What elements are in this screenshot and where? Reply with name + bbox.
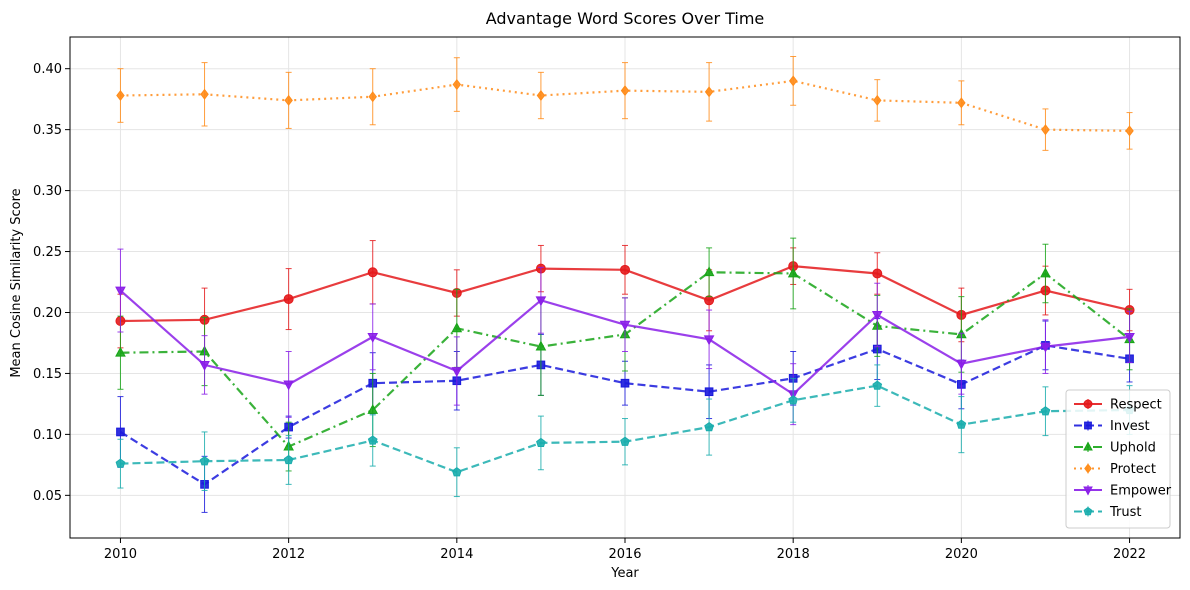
data-point-trust	[1040, 406, 1051, 416]
legend-marker-uphold	[1083, 441, 1093, 451]
data-point-protect	[704, 86, 714, 98]
x-tick-label: 2012	[272, 547, 305, 562]
data-point-empower	[451, 367, 463, 378]
data-point-trust	[199, 456, 210, 466]
y-tick-label: 0.25	[33, 245, 62, 260]
data-point-uphold	[367, 404, 379, 414]
data-point-trust	[451, 467, 462, 477]
legend-marker-trust	[1083, 506, 1093, 516]
data-point-respect	[367, 267, 378, 278]
data-point-empower	[1124, 332, 1135, 343]
legend-item-protect: Protect	[1074, 462, 1156, 477]
data-point-respect	[283, 294, 294, 305]
data-point-trust	[283, 454, 294, 465]
legend-marker-protect	[1084, 463, 1092, 474]
data-point-protect	[620, 85, 630, 97]
data-point-trust	[536, 437, 546, 448]
y-tick-label: 0.35	[33, 123, 62, 138]
data-point-respect	[872, 268, 883, 279]
legend-item-uphold: Uphold	[1074, 441, 1156, 456]
data-point-empower	[535, 296, 547, 307]
data-point-respect	[620, 264, 630, 275]
legend-label-empower: Empower	[1110, 484, 1172, 499]
legend-label-invest: Invest	[1110, 419, 1150, 434]
y-tick-label: 0.05	[33, 489, 62, 504]
y-tick-label: 0.10	[33, 428, 62, 443]
data-point-empower	[199, 361, 210, 371]
data-point-empower	[115, 286, 126, 297]
data-point-protect	[368, 91, 377, 103]
legend-label-respect: Respect	[1110, 398, 1162, 413]
data-point-empower	[619, 320, 631, 331]
data-point-empower	[956, 359, 967, 370]
y-tick-label: 0.20	[33, 306, 62, 321]
legend-item-trust: Trust	[1074, 505, 1141, 520]
legend-item-respect: Respect	[1074, 398, 1162, 413]
x-tick-label: 2022	[1113, 547, 1146, 562]
data-point-protect	[873, 94, 882, 106]
y-axis-label: Mean Cosine Similarity Score	[9, 188, 24, 377]
chart-title: Advantage Word Scores Over Time	[486, 9, 765, 28]
data-point-protect	[1041, 124, 1050, 136]
x-axis-label: Year	[610, 566, 639, 581]
y-tick-label: 0.15	[33, 367, 62, 382]
data-point-empower	[703, 335, 715, 346]
x-tick-label: 2018	[777, 547, 810, 562]
x-tick-label: 2010	[104, 547, 137, 562]
legend-label-protect: Protect	[1110, 462, 1156, 477]
data-point-trust	[704, 421, 714, 432]
series-protect	[116, 56, 1134, 151]
x-tick-label: 2020	[945, 547, 978, 562]
data-point-uphold	[115, 346, 126, 357]
legend-marker-empower	[1083, 486, 1093, 496]
legend-label-trust: Trust	[1109, 505, 1141, 520]
data-point-protect	[957, 97, 966, 109]
y-tick-label: 0.30	[33, 184, 62, 199]
data-point-invest	[704, 387, 714, 397]
data-point-uphold	[1040, 267, 1051, 278]
data-point-empower	[283, 380, 294, 391]
data-point-empower	[871, 311, 883, 321]
x-tick-label: 2014	[440, 547, 473, 562]
data-point-trust	[872, 380, 883, 390]
y-tick-label: 0.40	[33, 62, 62, 77]
legend: Respect Invest Uphold Protect Empower Trust	[1065, 389, 1172, 529]
data-point-protect	[284, 94, 293, 106]
data-point-empower	[1040, 342, 1051, 353]
data-point-protect	[116, 89, 125, 102]
data-point-protect	[200, 88, 209, 100]
data-point-trust	[620, 436, 630, 446]
legend-item-invest: Invest	[1074, 419, 1150, 434]
legend-marker-invest	[1084, 421, 1092, 430]
data-point-uphold	[787, 267, 799, 278]
data-point-invest	[620, 378, 630, 388]
series-empower	[115, 248, 1135, 426]
data-point-uphold	[535, 340, 547, 351]
legend-label-uphold: Uphold	[1110, 441, 1156, 456]
data-point-trust	[367, 435, 378, 445]
data-point-protect	[452, 78, 462, 91]
data-point-respect	[704, 295, 715, 306]
legend-marker-respect	[1083, 399, 1093, 409]
data-point-empower	[367, 332, 379, 343]
legend-item-empower: Empower	[1074, 484, 1172, 499]
axes: 2010 2012 2014 2016 2018 2020 2022 0.05 0.10 0.15…	[33, 36, 1181, 562]
data-point-trust	[115, 458, 126, 468]
data-point-trust	[788, 395, 799, 405]
data-point-trust	[956, 419, 967, 429]
data-point-invest	[116, 427, 125, 437]
series-group	[115, 56, 1135, 513]
data-point-protect	[1125, 125, 1134, 137]
data-point-uphold	[451, 322, 463, 333]
x-tick-label: 2016	[608, 547, 641, 562]
data-point-protect	[536, 89, 546, 102]
data-point-uphold	[703, 266, 715, 277]
data-point-protect	[788, 75, 798, 87]
series-trust	[115, 364, 1135, 498]
